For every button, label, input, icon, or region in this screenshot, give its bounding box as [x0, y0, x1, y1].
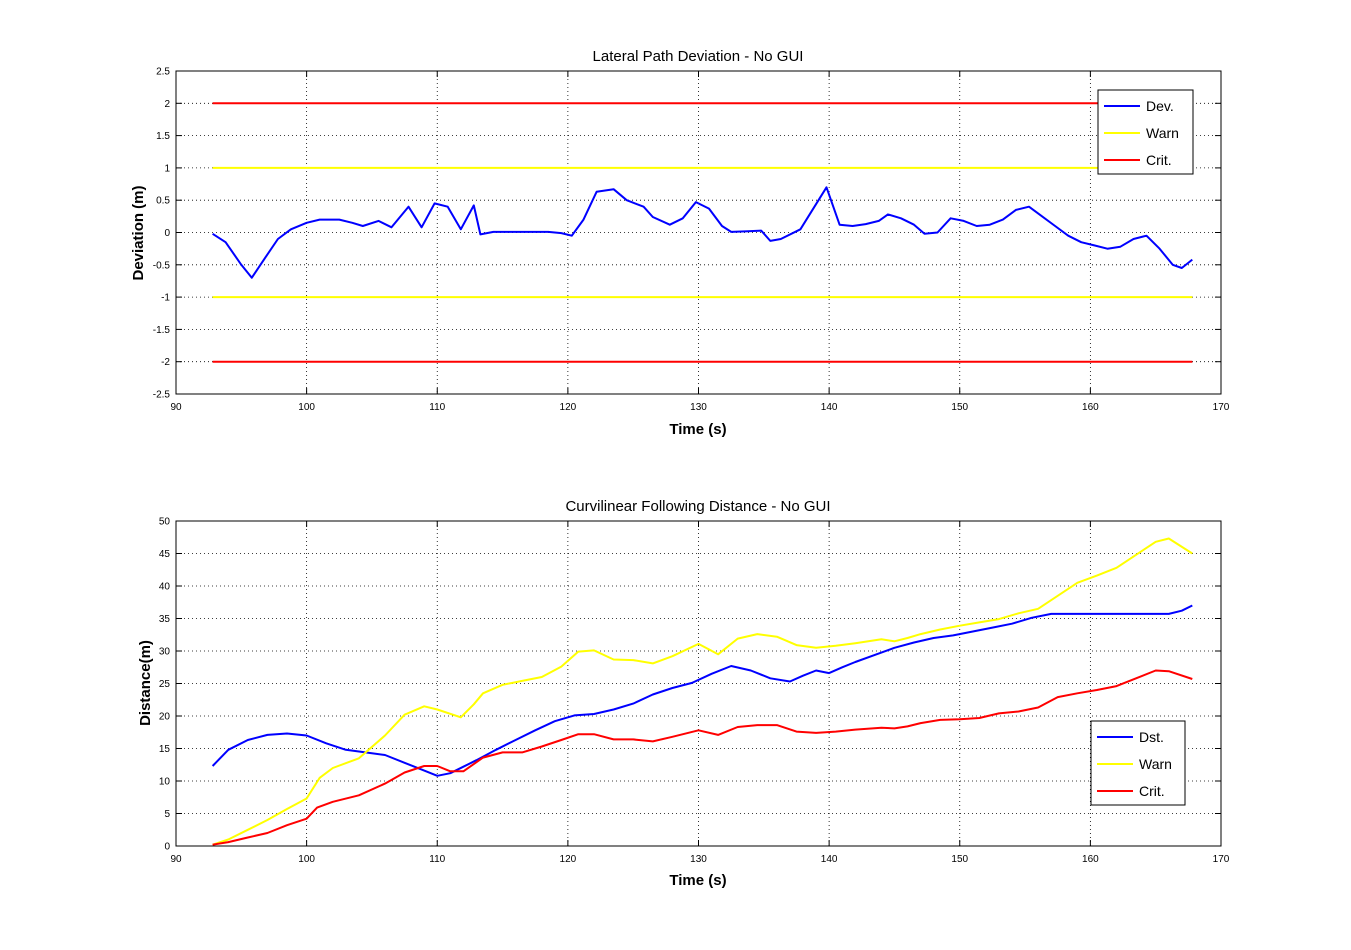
distance-legend: Dst. Warn Crit. — [1090, 720, 1186, 806]
distance-x-tick-label: 150 — [951, 854, 968, 865]
deviation-axes: 90 100 110 120 130 140 150 160 170-2.5-2-1.5-1-0… — [130, 48, 1230, 438]
deviation-y-tick-label: -2.5 — [153, 390, 171, 401]
distance-axes: 90 100 110 120 130 140 150 160 170 0 5 10 15 20 25 30 35… — [137, 498, 1230, 889]
deviation-lines — [212, 102, 1193, 363]
deviation-y-tick-label: -0.5 — [153, 260, 171, 271]
deviation-y-tick-label: 1.5 — [156, 131, 170, 142]
distance-x-tick-label: 130 — [690, 854, 707, 865]
deviation-y-tick-label: -1.5 — [153, 325, 171, 336]
deviation-y-tick-label: -1 — [161, 293, 170, 304]
deviation-y-tick-label: 0 — [164, 228, 170, 239]
distance-y-axis-label: Distance(m) — [137, 640, 154, 726]
distance-y-tick-label: 5 — [164, 809, 170, 820]
distance-x-tick-label: 90 — [170, 854, 182, 865]
deviation-legend-label: Crit. — [1146, 152, 1172, 168]
distance-chart-title: Curvilinear Following Distance - No GUI — [565, 498, 830, 515]
distance-plot-area — [175, 520, 1222, 847]
distance-x-tick-label: 100 — [298, 854, 315, 865]
deviation-x-tick-label: 90 — [170, 402, 182, 413]
deviation-x-axis-label: Time (s) — [669, 421, 726, 438]
deviation-x-tick-label: 150 — [951, 402, 968, 413]
distance-y-tick-label: 30 — [159, 647, 171, 658]
distance-y-tick-label: 20 — [159, 712, 171, 723]
distance-x-tick-label: 110 — [429, 854, 445, 865]
distance-y-tick-label: 25 — [159, 679, 171, 690]
deviation-legend-label: Warn — [1146, 125, 1179, 141]
distance-y-tick-label: 45 — [159, 549, 171, 560]
deviation-legend: Dev. Warn Crit. — [1097, 89, 1194, 175]
deviation-x-tick-label: 120 — [560, 402, 577, 413]
deviation-x-tick-label: 160 — [1082, 402, 1099, 413]
deviation-y-tick-label: 0.5 — [156, 196, 170, 207]
deviation-y-axis-label: Deviation (m) — [130, 185, 147, 280]
distance-y-tick-label: 0 — [164, 842, 170, 853]
deviation-chart-title: Lateral Path Deviation - No GUI — [593, 48, 804, 65]
distance-x-tick-label: 140 — [821, 854, 838, 865]
deviation-x-tick-label: 130 — [690, 402, 707, 413]
distance-series-warn-line — [212, 537, 1193, 846]
distance-legend-label: Warn — [1139, 756, 1172, 772]
distance-y-tick-label: 35 — [159, 614, 171, 625]
deviation-y-tick-label: -2 — [161, 357, 170, 368]
deviation-y-tick-label: 2 — [164, 99, 170, 110]
deviation-x-tick-label: 110 — [429, 402, 445, 413]
distance-x-axis-label: Time (s) — [669, 872, 726, 889]
distance-legend-label: Crit. — [1139, 783, 1165, 799]
distance-y-tick-label: 50 — [159, 517, 171, 528]
deviation-legend-label: Dev. — [1146, 98, 1174, 114]
deviation-x-tick-label: 170 — [1213, 402, 1230, 413]
deviation-series-dev-line — [212, 186, 1193, 279]
distance-y-tick-label: 15 — [159, 744, 171, 755]
deviation-plot-area — [175, 70, 1222, 395]
deviation-y-tick-label: 2.5 — [156, 67, 170, 78]
distance-legend-label: Dst. — [1139, 729, 1164, 745]
distance-y-tick-label: 10 — [159, 777, 171, 788]
deviation-ticks: 90 100 110 120 130 140 150 160 170-2.5-2-1.5-1-0… — [153, 67, 1230, 414]
distance-lines — [211, 537, 1193, 846]
distance-series-crit-line — [212, 669, 1193, 846]
distance-x-tick-label: 160 — [1082, 854, 1099, 865]
distance-ticks: 90 100 110 120 130 140 150 160 170 0 5 10 15 20 25 30 35… — [159, 517, 1230, 866]
distance-y-tick-label: 40 — [159, 582, 171, 593]
distance-series-dst-line — [211, 604, 1193, 777]
distance-x-tick-label: 120 — [560, 854, 577, 865]
distance-x-tick-label: 170 — [1213, 854, 1230, 865]
deviation-y-tick-label: 1 — [164, 163, 170, 174]
deviation-x-tick-label: 140 — [821, 402, 838, 413]
deviation-x-tick-label: 100 — [298, 402, 315, 413]
